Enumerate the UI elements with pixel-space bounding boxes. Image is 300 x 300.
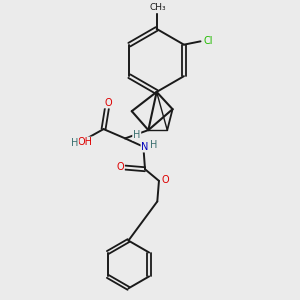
Text: H: H (133, 130, 140, 140)
Text: H: H (150, 140, 158, 150)
Text: Cl: Cl (203, 36, 213, 46)
Text: H: H (71, 138, 78, 148)
Text: O: O (116, 162, 124, 172)
Text: OH: OH (78, 137, 93, 147)
Text: O: O (104, 98, 112, 108)
Text: N: N (141, 142, 149, 152)
Text: O: O (161, 175, 169, 185)
Text: CH₃: CH₃ (150, 4, 166, 13)
